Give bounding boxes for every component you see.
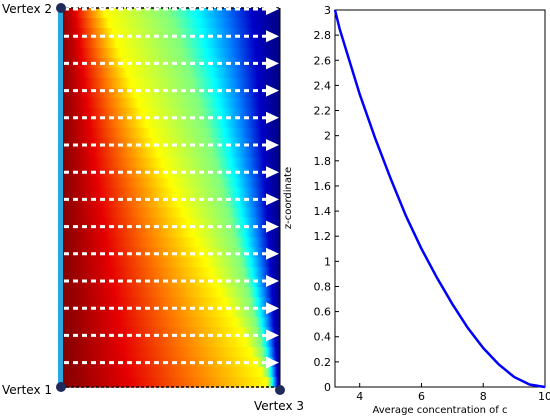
- field-band: [61, 187, 280, 199]
- vertex-3-label: Vertex 3: [254, 399, 304, 413]
- y-tick-label: 0.8: [314, 280, 332, 293]
- flow-arrow-head: [266, 220, 279, 233]
- field-band: [61, 97, 280, 109]
- field-band: [61, 107, 280, 119]
- flow-arrow-head: [266, 329, 279, 342]
- field-band: [61, 87, 280, 99]
- concentration-field: [61, 8, 280, 388]
- field-band: [61, 367, 280, 378]
- x-tick-label: 4: [356, 390, 363, 403]
- field-band: [61, 8, 280, 19]
- x-axis-label: Average concentration of c: [373, 405, 508, 416]
- field-band: [61, 287, 280, 298]
- flow-arrow-head: [266, 275, 279, 287]
- y-tick-label: 0.2: [314, 356, 332, 369]
- y-tick-label: 2.2: [314, 105, 332, 118]
- flow-arrows: [64, 3, 279, 369]
- field-band: [61, 37, 280, 49]
- field-band: [61, 297, 280, 308]
- inlet-boundary: [58, 8, 63, 387]
- flow-arrow-head: [266, 247, 279, 260]
- field-band: [61, 337, 280, 348]
- field-band: [61, 227, 280, 238]
- field-band: [61, 47, 280, 59]
- field-band: [61, 137, 280, 149]
- y-tick-label: 1.8: [314, 155, 332, 168]
- y-tick-label: 1.6: [314, 180, 332, 193]
- flow-arrow-head: [266, 166, 279, 179]
- vertex-2-label: Vertex 2: [2, 2, 52, 16]
- field-band: [61, 147, 280, 159]
- y-tick-label: 0: [324, 381, 331, 394]
- field-band: [61, 127, 280, 139]
- field-band: [61, 267, 280, 278]
- x-tick-label: 10: [538, 390, 550, 403]
- flow-arrow-head: [266, 84, 279, 97]
- y-tick-label: 2.4: [314, 79, 332, 92]
- field-band: [61, 177, 280, 189]
- field-band: [61, 347, 280, 358]
- field-band: [61, 207, 280, 219]
- y-tick-label: 0.6: [314, 306, 332, 319]
- field-band: [61, 167, 280, 179]
- flow-arrow-head: [266, 30, 279, 43]
- field-band: [61, 67, 280, 79]
- y-tick-label: 2.6: [314, 54, 332, 67]
- series-line: [333, 9, 546, 389]
- domain-view: Vertex 2 Vertex 1 Vertex 3: [2, 2, 304, 413]
- flow-arrow-head: [266, 3, 279, 15]
- field-band: [61, 157, 280, 169]
- plot-area: [334, 9, 546, 388]
- field-band: [61, 327, 280, 338]
- field-band: [61, 357, 280, 368]
- field-band: [61, 257, 280, 268]
- y-axis-label: z-coordinate: [283, 167, 294, 229]
- field-band: [61, 377, 280, 388]
- field-band: [61, 57, 280, 69]
- y-tick-label: 0.4: [314, 331, 332, 344]
- field-band: [61, 307, 280, 318]
- field-band: [61, 277, 280, 288]
- field-band: [61, 77, 280, 89]
- x-tick-label: 6: [418, 390, 425, 403]
- x-tick-label: 8: [480, 390, 487, 403]
- vertex-2-point: [56, 3, 66, 13]
- y-tick-label: 1: [324, 255, 331, 268]
- field-band: [61, 247, 280, 258]
- vertex-1-point: [56, 382, 66, 392]
- vertex-3-point: [275, 385, 285, 395]
- field-band: [61, 17, 280, 29]
- flow-arrow-head: [266, 111, 279, 124]
- y-tick-label: 2: [324, 130, 331, 143]
- y-tick-label: 3: [324, 4, 331, 17]
- field-band: [61, 237, 280, 248]
- field-band: [61, 317, 280, 328]
- flow-arrow-head: [266, 302, 279, 315]
- y-axis-ticks: 0 0.2 0.4 0.6 0.8 1 1.2 1.4 1.6 1.8 2 2.2 2.4 2.6 2.8 3: [314, 4, 339, 394]
- y-tick-label: 1.2: [314, 230, 332, 243]
- flow-arrow-head: [266, 193, 279, 206]
- field-band: [61, 117, 280, 129]
- vertex-1-label: Vertex 1: [2, 383, 52, 397]
- field-band: [61, 197, 280, 209]
- flow-arrow-head: [266, 139, 279, 151]
- y-tick-label: 2.8: [314, 29, 332, 42]
- flow-arrow-head: [266, 356, 279, 369]
- x-axis-ticks: 4 6 8 10: [356, 383, 550, 403]
- field-band: [61, 27, 280, 39]
- flow-arrow-head: [266, 57, 279, 70]
- profile-chart: 0 0.2 0.4 0.6 0.8 1 1.2 1.4 1.6 1.8 2 2.2 2.4 2.6 2.8 3…: [283, 4, 550, 416]
- field-band: [61, 217, 280, 229]
- y-tick-label: 1.4: [314, 205, 332, 218]
